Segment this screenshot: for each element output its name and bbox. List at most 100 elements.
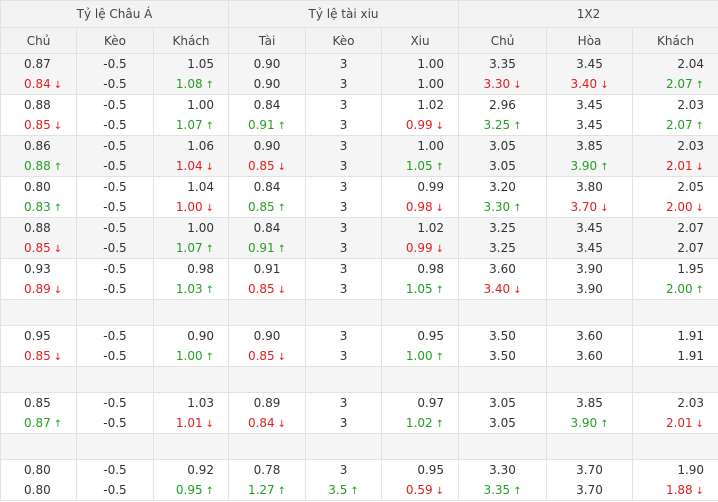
col-header-away: Khách [152,27,230,54]
odds-pair: 2.04 2.07 ↑ [633,54,718,94]
col-header-handicap: Kèo [76,27,154,54]
current-odds-line: 0.85 ↓ [1,115,76,135]
opening-odds: 0.89 [253,396,281,410]
arrow-down-icon: ↓ [205,203,215,214]
arrow-down-icon: ↓ [513,80,522,91]
opening-odds: 2.04 [677,57,705,71]
col-header-home: Chủ [0,27,77,54]
opening-odds: 3.45 [576,57,603,71]
opening-odds: 3.85 [576,139,603,153]
cell-home-win: 3.25 3.25 [458,217,548,259]
opening-odds: 3.45 [576,221,603,235]
arrow-up-icon: ↑ [277,203,287,214]
current-odds: 0.90 [253,77,281,91]
odds-pair: 3.85 3.90 ↑ [547,393,632,433]
current-odds: 0.98 [405,200,433,214]
opening-odds: 3.05 [489,139,516,153]
opening-odds: 0.84 [253,180,281,194]
current-odds-line: 0.98 ↓ [382,197,458,217]
empty-row [0,299,718,326]
current-odds-line: 1.05 ↑ [382,279,458,299]
odds-pair: 1.91 1.91 [633,326,718,366]
odds-pair: 0.80 0.80 [1,460,76,500]
empty-row [0,433,718,460]
odds-pair: 0.95 0.59 ↓ [382,460,458,500]
cell-home: 0.86 0.88 ↑ [0,135,77,177]
cell-draw: 3.60 3.60 [546,325,634,367]
current-odds-line: 0.91 ↑ [229,238,305,258]
current-odds-line: 2.01 ↓ [633,413,718,433]
cell-home-win: 3.60 3.40 ↓ [458,258,548,300]
current-odds-line: 3.30 ↓ [459,74,546,94]
odds-pair: -0.5 -0.5 [77,393,153,433]
current-odds: 0.95 [175,483,203,497]
odds-pair: 0.90 0.85 ↓ [229,136,305,176]
current-odds: 2.07 [665,77,693,91]
cell-handicap: -0.5 -0.5 [76,135,154,177]
arrow-up-icon: ↑ [205,352,215,363]
cell-draw [546,433,634,460]
current-odds-line: 3.05 [459,156,546,176]
current-odds-line: 3.45 [547,238,632,258]
arrow-up-icon: ↑ [435,285,445,296]
current-odds: -0.5 [103,241,127,255]
opening-odds: 3.20 [489,180,516,194]
cell-draw: 3.45 3.45 [546,94,634,136]
odds-pair: 0.95 0.85 ↓ [1,326,76,366]
cell-away: 1.00 1.07 ↑ [152,217,230,259]
opening-odds: 0.80 [24,180,51,194]
opening-odds: -0.5 [103,329,127,343]
arrow-up-icon: ↑ [600,419,609,430]
cell-over: 0.90 0.85 ↓ [228,135,307,177]
opening-odds: 0.87 [24,57,51,71]
arrow-up-icon: ↑ [435,162,445,173]
odds-pair: 1.00 1.05 ↑ [382,136,458,176]
current-odds: 0.85 [247,200,275,214]
current-odds: 0.85 [247,282,275,296]
opening-odds: 3 [339,463,348,477]
current-odds-line: 0.85 ↓ [229,156,305,176]
arrow-up-icon: ↑ [513,203,522,214]
current-odds: 0.85 [24,241,51,255]
odds-pair: 3.90 3.90 [547,259,632,299]
current-odds: 0.85 [24,118,51,132]
arrow-down-icon: ↓ [277,162,287,173]
cell-away: 1.06 1.04 ↓ [152,135,230,177]
odds-pair: 3.70 3.70 [547,460,632,500]
opening-odds: 3 [339,180,348,194]
current-odds: -0.5 [103,483,127,497]
current-odds: 3.25 [483,118,511,132]
odds-pair: -0.5 -0.5 [77,54,153,94]
opening-odds: 0.80 [24,463,51,477]
current-odds: 0.85 [247,349,275,363]
current-odds: 2.00 [665,200,693,214]
odds-pair: 0.91 0.85 ↓ [229,259,305,299]
odds-pair: 0.84 0.91 ↑ [229,95,305,135]
current-odds: 2.07 [665,118,693,132]
cell-away-win: 2.05 2.00 ↓ [632,176,718,218]
current-odds: 3.30 [483,77,511,91]
current-odds-line: -0.5 [77,197,153,217]
opening-odds: 3.80 [576,180,603,194]
arrow-down-icon: ↓ [277,419,287,430]
current-odds: 0.85 [24,349,51,363]
arrow-down-icon: ↓ [435,244,445,255]
cell-draw: 3.70 3.70 [546,459,634,501]
current-odds-line: 1.07 ↑ [154,238,228,258]
current-odds-line: -0.5 [77,480,153,500]
current-odds: 3.70 [576,483,603,497]
odds-pair: 1.02 0.99 ↓ [382,95,458,135]
opening-odds: 0.90 [253,329,281,343]
current-odds: 0.88 [24,159,51,173]
odds-pair: -0.5 -0.5 [77,136,153,176]
current-odds-line: 3.45 [547,115,632,135]
group-header-asian: Tỷ lệ Châu Á [0,0,230,28]
opening-odds: 1.00 [417,57,445,71]
opening-odds: 1.02 [417,98,445,112]
opening-odds: 3.90 [576,262,603,276]
cell-over: 0.90 0.85 ↓ [228,325,307,367]
cell-home [0,366,77,393]
current-odds: -0.5 [103,159,127,173]
